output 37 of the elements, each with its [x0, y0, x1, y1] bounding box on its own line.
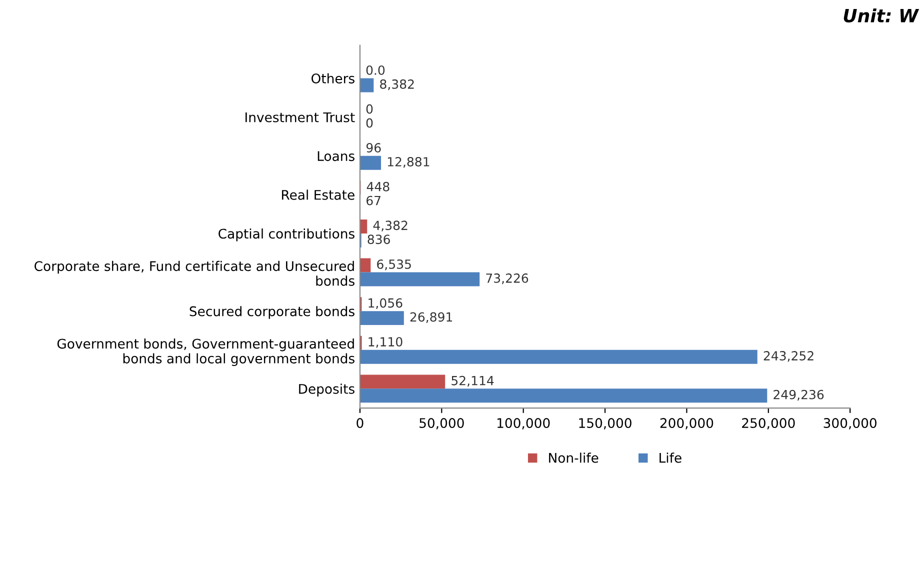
y-tick-label: Real Estate	[282, 190, 354, 200]
y-tick-label: Captial contributions	[218, 228, 354, 242]
data-label: 249,236	[774, 390, 824, 401]
data-label: 73,226	[486, 273, 528, 284]
x-tick-label: 250,000	[742, 418, 795, 430]
y-tick-label: Corporate share, Fund certificate and Unsecured bonds	[34, 260, 354, 286]
text: Unit: W	[844, 8, 920, 22]
legend-label: Life	[660, 452, 682, 463]
data-label: 67	[366, 196, 380, 206]
y-tick-label: Others	[312, 73, 354, 84]
x-tick-label: 0	[356, 418, 364, 428]
data-label: 0.0	[366, 65, 385, 75]
x-tick-label: 300,000	[824, 418, 876, 430]
y-tick-label: Government bonds, Government-guaranteed bonds and local government bonds	[57, 338, 354, 366]
x-tick-label: 200,000	[660, 418, 714, 430]
y-tick-label: Secured corporate bonds	[190, 306, 354, 319]
y-tick-label: Deposits	[299, 384, 354, 396]
y-tick-label: Loans	[318, 151, 354, 162]
data-label: 836	[368, 234, 390, 244]
data-label: 448	[366, 182, 390, 192]
y-tick-label: Investment Trust	[246, 112, 355, 122]
x-tick-label: 100,000	[498, 418, 550, 430]
x-tick-label: 150,000	[579, 418, 632, 430]
data-label: 4,382	[373, 220, 408, 232]
data-label: 52,114	[452, 376, 494, 387]
x-tick-label: 50,000	[420, 418, 464, 430]
data-label: 1,110	[368, 337, 402, 348]
data-label: 12,881	[388, 157, 430, 168]
data-label: 0	[366, 104, 373, 114]
data-label: 6,535	[377, 259, 411, 270]
data-label: 26,891	[410, 312, 452, 323]
data-label: 8,382	[380, 79, 414, 90]
legend-label: Non-life	[549, 452, 598, 463]
data-label: 96	[366, 143, 381, 153]
data-label: 243,252	[764, 351, 814, 362]
data-label: 0	[366, 118, 373, 128]
data-label: 1,056	[368, 298, 402, 309]
